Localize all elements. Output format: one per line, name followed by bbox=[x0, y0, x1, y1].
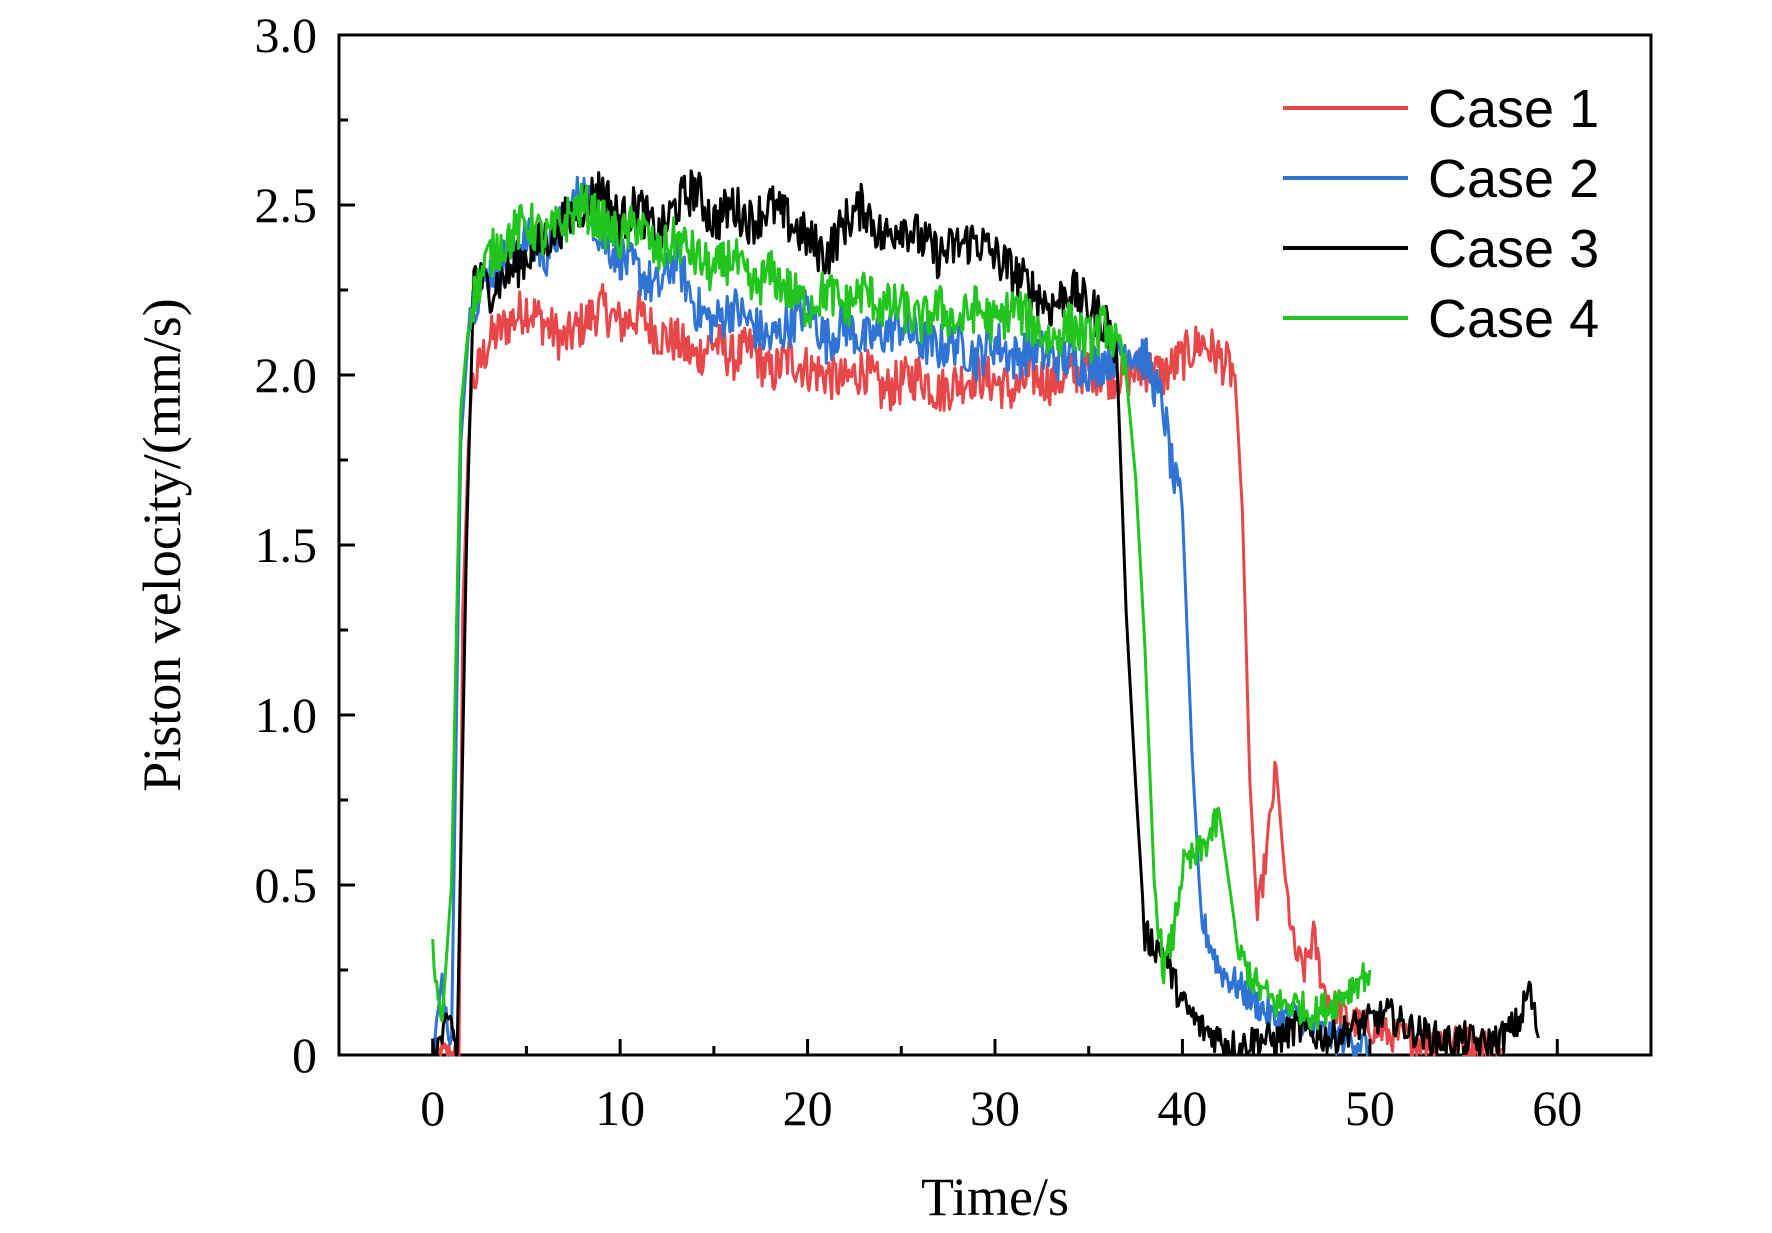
y-tick-label: 0 bbox=[292, 1027, 317, 1083]
y-tick-label: 2.0 bbox=[255, 347, 318, 403]
y-tick-label: 0.5 bbox=[255, 857, 318, 913]
series-line-case-2 bbox=[431, 175, 1371, 1057]
legend-label-case-1: Case 1 bbox=[1428, 79, 1599, 139]
y-axis-title: Piston velocity/(mm/s) bbox=[132, 298, 192, 792]
legend-label-case-2: Case 2 bbox=[1428, 149, 1599, 209]
y-tick-label: 1.0 bbox=[255, 687, 318, 743]
x-tick-label: 50 bbox=[1345, 1080, 1395, 1136]
x-tick-label: 60 bbox=[1532, 1080, 1582, 1136]
axes-layer: 0 10 20 30 40 50 60 0 0.5 1.0 1.5 2.0 2.5 3.0 bbox=[255, 7, 1583, 1136]
x-tick-label: 20 bbox=[783, 1080, 833, 1136]
series-layer bbox=[431, 169, 1540, 1057]
series-line-case-4 bbox=[431, 182, 1372, 1031]
y-tick-label: 3.0 bbox=[255, 7, 318, 63]
x-tick-label: 40 bbox=[1157, 1080, 1207, 1136]
series-line-case-1 bbox=[431, 283, 1503, 1057]
y-tick-label: 1.5 bbox=[255, 517, 318, 573]
x-axis-title: Time/s bbox=[921, 1167, 1069, 1227]
x-tick-label: 30 bbox=[970, 1080, 1020, 1136]
x-tick-label: 0 bbox=[420, 1080, 445, 1136]
x-tick-label: 10 bbox=[595, 1080, 645, 1136]
legend: Case 1 Case 2 Case 3 Case 4 bbox=[1283, 79, 1599, 349]
series-line-case-3 bbox=[431, 169, 1540, 1057]
y-tick-label: 2.5 bbox=[255, 177, 318, 233]
legend-label-case-3: Case 3 bbox=[1428, 219, 1599, 279]
legend-label-case-4: Case 4 bbox=[1428, 289, 1599, 349]
